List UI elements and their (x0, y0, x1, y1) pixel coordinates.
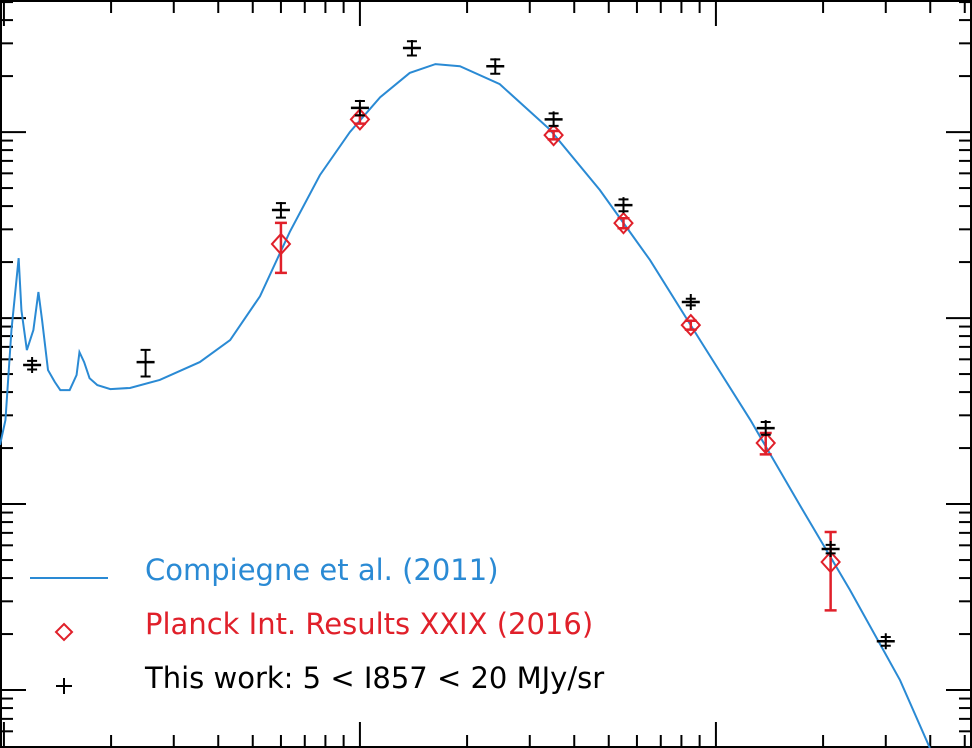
diamond-marker (543, 123, 564, 147)
model-curve (0, 63, 931, 748)
diamond-marker (613, 211, 634, 235)
diamond-marker (820, 550, 841, 574)
legend-label: Planck Int. Results XXIX (2016) (145, 607, 593, 641)
diamond-marker (680, 313, 702, 337)
legend-label: Compiegne et al. (2011) (145, 553, 499, 587)
legend-plus (56, 678, 72, 694)
diamond-marker (270, 232, 292, 256)
diamond-marker (349, 107, 371, 131)
legend-label: This work: 5 < I857 < 20 MJy/sr (144, 661, 604, 695)
diamond-marker (755, 431, 777, 455)
error-bar (274, 221, 287, 275)
error-bar (684, 319, 697, 331)
legend-diamond (54, 622, 74, 642)
error-bar (617, 217, 630, 230)
error-bar (353, 114, 366, 125)
